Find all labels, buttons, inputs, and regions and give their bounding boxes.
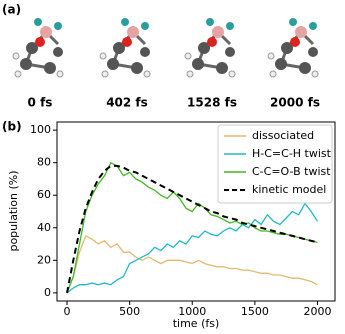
- y-tick-label: 40: [37, 221, 51, 234]
- y-tick-label: 60: [37, 188, 51, 201]
- y-tick-label: 80: [37, 156, 51, 169]
- legend-label: C-C=O-B twist: [252, 165, 331, 178]
- panel-label: (b): [2, 120, 22, 134]
- legend-label: dissociated: [252, 129, 314, 142]
- panel-label: (a): [2, 3, 21, 17]
- snapshot-label: 1528 fs: [187, 96, 237, 110]
- molecule: [183, 16, 237, 79]
- legend-box: [217, 124, 333, 204]
- x-tick-label: 1500: [241, 305, 269, 318]
- molecule: [98, 16, 152, 79]
- x-tick-label: 1000: [178, 305, 206, 318]
- snapshot-label: 402 fs: [106, 96, 148, 110]
- x-tick-label: 500: [119, 305, 140, 318]
- y-tick-label: 20: [37, 253, 51, 266]
- series-line: [66, 234, 318, 294]
- snapshot-label: 2000 fs: [270, 96, 320, 110]
- legend-label: kinetic model: [252, 183, 326, 196]
- plot-frame: [56, 121, 336, 302]
- x-axis-label: time (fs): [173, 317, 220, 330]
- molecule: [266, 16, 320, 79]
- legend-label: H-C=C-H twist: [252, 147, 332, 160]
- molecule: [11, 16, 65, 79]
- series-line: [66, 202, 319, 294]
- x-tick-label: 0: [64, 305, 71, 318]
- y-tick-label: 0: [44, 286, 51, 299]
- snapshot-label: 0 fs: [28, 96, 53, 110]
- y-axis-label: population (%): [7, 170, 20, 251]
- series-line: [66, 164, 318, 294]
- x-tick-label: 2000: [303, 305, 331, 318]
- y-tick-label: 100: [30, 123, 51, 136]
